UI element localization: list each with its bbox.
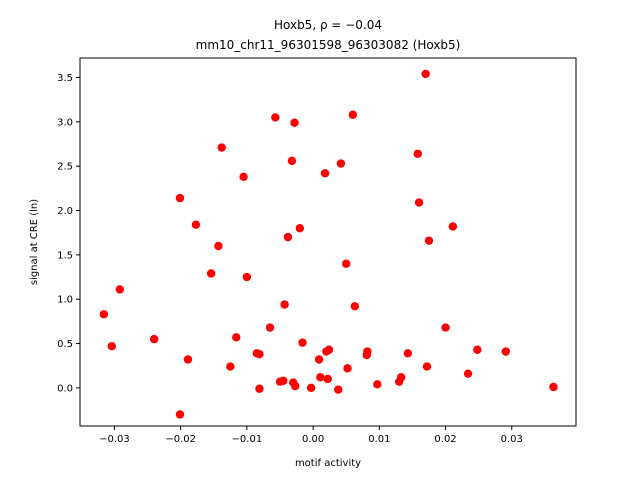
x-tick-label: −0.03 [99,434,130,445]
data-point [226,362,235,371]
data-point [217,143,226,152]
data-point [175,193,185,203]
y-tick-label: 1.5 [57,250,73,261]
data-point [448,222,458,231]
x-tick-label: 0.02 [434,434,456,445]
data-point [316,373,325,382]
data-point [323,374,332,384]
data-point [348,110,358,119]
data-points [99,69,558,419]
data-point [350,302,360,311]
data-point [320,169,330,178]
data-point [206,269,216,278]
y-tick-label: 3.0 [57,117,73,128]
data-point [255,384,264,393]
x-tick-label: 0.03 [501,434,523,445]
data-point [336,159,346,168]
data-point [280,300,289,309]
data-point [175,410,185,419]
y-tick-label: 2.5 [57,162,73,173]
data-point [501,347,511,356]
data-point [334,385,343,394]
y-tick-label: 0.5 [57,339,73,350]
data-point [403,349,412,358]
data-point [271,113,280,122]
data-point [363,347,372,356]
data-point [290,118,299,127]
x-axis-ticks: −0.03 −0.02 −0.01 0.00 0.01 0.02 0.03 [99,426,523,445]
y-tick-label: 0.0 [57,383,73,394]
data-point [298,338,307,347]
data-point [191,220,201,229]
data-point [396,373,406,382]
x-tick-label: 0.00 [302,434,324,445]
data-point [183,355,193,364]
y-tick-label: 2.0 [57,206,73,217]
data-point [314,355,324,364]
data-point [242,272,252,282]
data-point [414,198,424,207]
data-point [422,362,432,371]
data-point [265,323,275,332]
chart-title-line1: Hoxb5, ρ = −0.04 [274,18,382,32]
data-point [255,349,264,359]
plot-area-frame [79,57,577,427]
data-point [214,241,223,251]
data-point [343,364,352,373]
data-point [149,334,159,344]
data-point [441,323,450,332]
chart-title-line2: mm10_chr11_96301598_96303082 (Hoxb5) [196,38,461,52]
data-point [287,156,297,166]
data-point [306,383,316,393]
x-tick-label: 0.01 [368,434,390,445]
y-axis-label: signal at CRE (ln) [29,199,40,285]
data-point [99,310,109,319]
data-point [283,232,293,242]
data-point [107,341,116,351]
y-tick-label: 1.0 [57,295,73,306]
data-point [549,382,558,392]
data-point [279,376,288,385]
data-point [232,333,241,342]
data-point [239,172,248,182]
y-axis-ticks: 0.0 0.5 1.0 1.5 2.0 2.5 3.0 3.5 [57,73,80,394]
data-point [473,345,482,354]
x-tick-label: −0.01 [232,434,263,445]
data-point [295,224,305,233]
data-point [291,381,300,391]
x-tick-label: −0.02 [165,434,196,445]
data-point [342,259,351,268]
data-point [463,369,473,378]
x-axis-label: motif activity [295,458,361,469]
data-point [373,380,382,389]
data-point [424,236,434,245]
y-tick-label: 3.5 [57,73,73,84]
data-point [413,149,422,158]
data-point [421,69,430,79]
data-point [324,345,334,354]
data-point [115,285,124,294]
